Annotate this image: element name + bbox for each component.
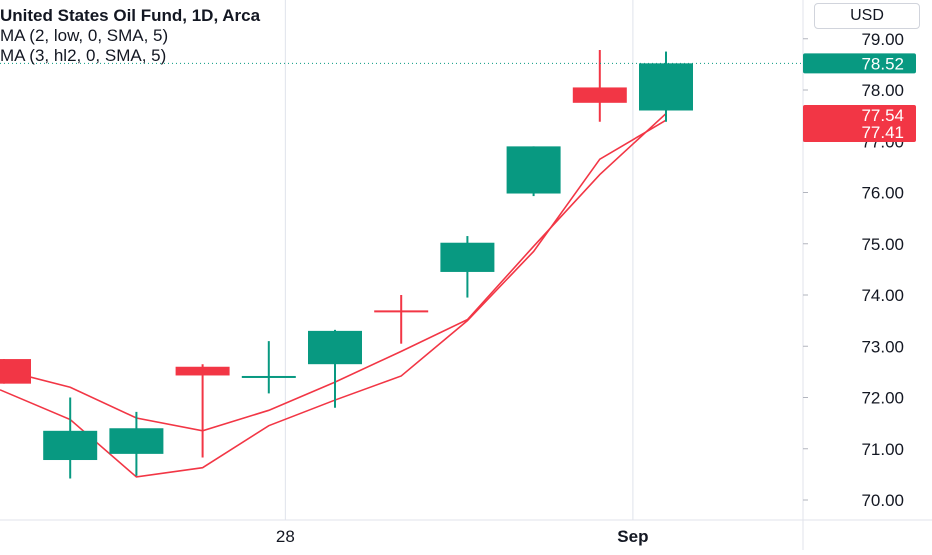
candle[interactable]: [0, 359, 31, 384]
candle[interactable]: [109, 411, 164, 476]
ma2-value-label-text: 77.54: [861, 106, 904, 125]
candle[interactable]: [308, 329, 362, 408]
candle-body: [374, 310, 429, 313]
y-tick-label: 79.00: [861, 30, 904, 49]
candle[interactable]: [374, 295, 429, 344]
ma1-value-label-bg: [803, 122, 916, 142]
price-axis[interactable]: 70.0071.0072.0073.0074.0075.0076.0077.00…: [803, 30, 904, 510]
candle-body: [308, 330, 362, 365]
candle[interactable]: [572, 50, 627, 122]
y-tick-label: 75.00: [861, 235, 904, 254]
grid: [284, 0, 634, 520]
last-price-label: 78.52: [803, 53, 916, 74]
candle-body: [572, 87, 627, 103]
candle[interactable]: [241, 341, 296, 394]
candle-body: [639, 63, 693, 111]
last-price-label-text: 78.52: [861, 54, 904, 73]
ma1-value-label: 77.41: [803, 122, 916, 142]
candle-body: [506, 146, 561, 194]
candle[interactable]: [175, 364, 230, 458]
y-tick-label: 72.00: [861, 389, 904, 408]
x-tick-label: Sep: [617, 527, 648, 546]
ma-line-2[interactable]: [0, 112, 667, 432]
ma2-value-label-bg: [803, 105, 916, 125]
candle[interactable]: [506, 146, 561, 197]
y-tick-label: 70.00: [861, 491, 904, 510]
ma-indicator-2-label[interactable]: MA (3, hl2, 0, SMA, 5): [0, 46, 167, 65]
ma1-value-label-text: 77.41: [861, 123, 904, 142]
candle-body: [175, 366, 230, 376]
candle-body: [440, 242, 495, 272]
symbol-title[interactable]: United States Oil Fund, 1D, Arca: [0, 6, 261, 25]
y-tick-label: 76.00: [861, 184, 904, 203]
candles: [0, 50, 693, 479]
y-tick-label: 74.00: [861, 286, 904, 305]
y-tick-label: 71.00: [861, 440, 904, 459]
candle-body: [0, 359, 31, 384]
ma-indicator-1-label[interactable]: MA (2, low, 0, SMA, 5): [0, 26, 169, 45]
candle-body: [241, 375, 296, 378]
candle[interactable]: [639, 51, 693, 122]
time-axis[interactable]: 28 Sep: [276, 527, 649, 546]
last-price-label-bg: [803, 53, 916, 74]
candle[interactable]: [440, 236, 495, 298]
currency-button[interactable]: USD: [814, 3, 920, 29]
y-tick-label: 78.00: [861, 81, 904, 100]
y-tick-label: 73.00: [861, 337, 904, 356]
ma2-value-label: 77.54: [803, 105, 916, 125]
chart-legend: United States Oil Fund, 1D, Arca MA (2, …: [0, 6, 260, 66]
candle-body: [109, 428, 164, 454]
candle-body: [43, 430, 98, 461]
candle[interactable]: [43, 397, 98, 479]
ma-line-1[interactable]: [0, 119, 667, 478]
x-tick-label: 28: [276, 527, 295, 546]
